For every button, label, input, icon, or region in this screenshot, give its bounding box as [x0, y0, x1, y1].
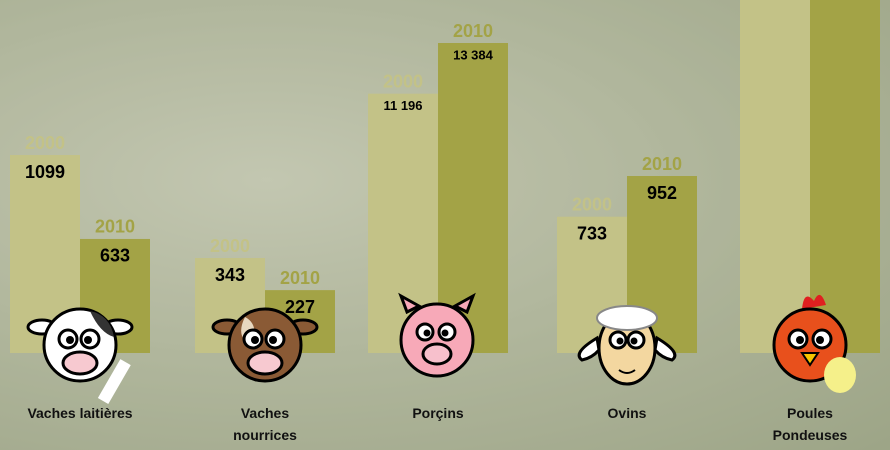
- series-label: 2010: [453, 21, 493, 41]
- value-label: 227: [285, 297, 315, 317]
- value-label: 13 384: [453, 47, 494, 62]
- category-label: Ovins: [572, 402, 682, 424]
- series-label: 2000: [572, 194, 612, 214]
- category-label: Vaches nourrices: [210, 402, 320, 446]
- series-label: 2000: [210, 236, 250, 256]
- pig-icon: [401, 296, 473, 376]
- bar-cut-off: [740, 0, 810, 353]
- value-label: 343: [215, 265, 245, 285]
- value-label: 11 196: [383, 98, 422, 113]
- series-label: 2010: [95, 217, 135, 237]
- value-label: 733: [577, 223, 607, 243]
- value-label: 633: [100, 246, 130, 266]
- series-label: 2000: [383, 71, 423, 91]
- category-label: Vaches laitières: [25, 402, 135, 424]
- series-label: 2000: [25, 133, 65, 153]
- series-label: 2010: [280, 268, 320, 288]
- category-label: Poules Pondeuses: [755, 402, 865, 446]
- value-label: 952: [647, 183, 677, 203]
- category-label: Porçins: [383, 402, 493, 424]
- series-label: 2010: [642, 154, 682, 174]
- infographic: 2000 1099 2010 633 2000 343 2010 227 2000 11 196 2…: [0, 0, 890, 450]
- chart: 2000 1099 2010 633 2000 343 2010 227 2000 11 196 2…: [0, 0, 890, 450]
- value-label: 1099: [25, 162, 65, 182]
